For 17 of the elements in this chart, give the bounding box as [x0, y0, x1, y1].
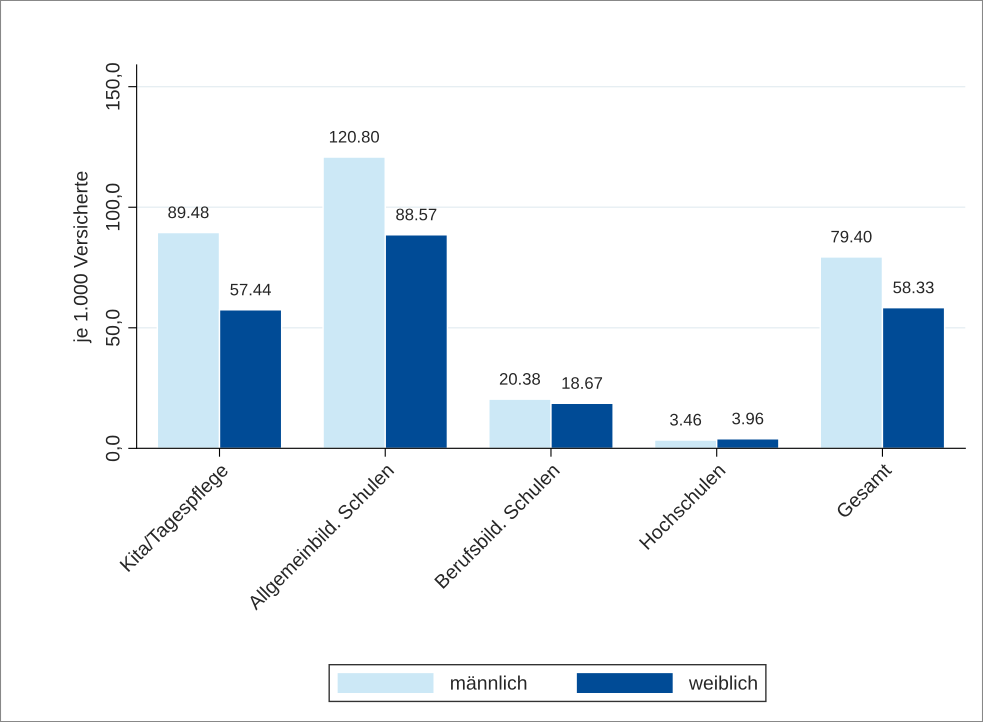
data-label: 3.96	[732, 412, 764, 424]
data-label: 18.67	[562, 377, 602, 389]
data-label: 20.38	[500, 373, 540, 385]
data-label: 3.46	[670, 414, 702, 426]
data-label: 79.40	[831, 230, 872, 243]
data-label: 58.33	[893, 282, 934, 294]
y-axis-title: je 1.000 Versicherte	[73, 172, 92, 344]
data-label: 88.57	[396, 208, 436, 220]
legend-label: männlich	[451, 675, 526, 690]
data-label: 120.80	[330, 130, 379, 143]
data-label: 89.48	[168, 206, 209, 218]
y-tick-label: 100,0	[106, 184, 122, 230]
y-tick-label: 150,0	[106, 63, 122, 110]
y-tick-label: 50,0	[106, 310, 122, 346]
y-tick-label: 0,0	[106, 436, 122, 462]
legend-label: weiblich	[688, 675, 757, 690]
data-label: 57.44	[230, 284, 271, 296]
